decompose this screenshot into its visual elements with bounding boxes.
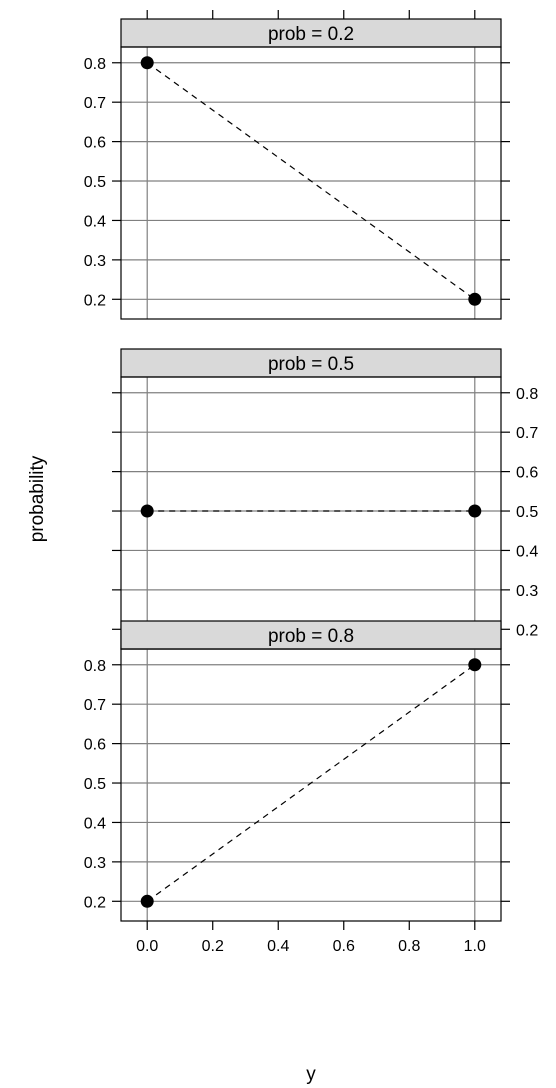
panel-border [120, 46, 502, 320]
panel-border [120, 376, 502, 650]
strip-label: prob = 0.8 [268, 626, 354, 647]
strip-label: prob = 0.5 [268, 354, 354, 375]
panel-2: prob = 0.5 0.2 0.3 0.4 0.5 0.6 0.7 0.8 [112, 348, 538, 650]
x-tick-label: 0.0 [136, 938, 158, 955]
x-axis-label: y [306, 1064, 316, 1085]
x-tick-label: 0.4 [267, 938, 289, 955]
y-tick-label: 0.3 [84, 855, 106, 872]
y-tick-label: 0.7 [516, 425, 538, 442]
data-point [468, 658, 482, 672]
data-point [140, 504, 154, 518]
panel-3: prob = 0.8 0.2 0.3 0.4 0.5 0.6 0.7 0.8 [84, 620, 510, 922]
data-point [468, 292, 482, 306]
y-tick-label: 0.8 [84, 658, 106, 675]
y-tick-label: 0.4 [516, 543, 538, 560]
series-line [146, 62, 476, 300]
y-tick-label: 0.7 [84, 95, 106, 112]
y-tick-label: 0.4 [84, 815, 106, 832]
x-tick-label: 0.6 [333, 938, 355, 955]
y-tick-label: 0.6 [516, 465, 538, 482]
strip-panel-3 [120, 620, 502, 650]
y-tick-label: 0.3 [516, 583, 538, 600]
x-tick-label: 1.0 [464, 938, 486, 955]
y-tick-label: 0.8 [84, 56, 106, 73]
y-tick-label: 0.2 [516, 622, 538, 639]
y-tick-label: 0.7 [84, 697, 106, 714]
y-axis-label: probability [27, 455, 48, 542]
strip-panel-1 [120, 18, 502, 48]
y-tick-label: 0.3 [84, 253, 106, 270]
y-tick-label: 0.2 [84, 292, 106, 309]
series-line [146, 664, 476, 902]
y-tick-label: 0.2 [84, 894, 106, 911]
y-tick-label: 0.4 [84, 213, 106, 230]
panel-border [120, 648, 502, 922]
y-tick-label: 0.5 [84, 174, 106, 191]
data-point [140, 56, 154, 70]
data-point [468, 504, 482, 518]
x-tick-label: 0.2 [202, 938, 224, 955]
y-tick-label: 0.6 [84, 135, 106, 152]
strip-label: prob = 0.2 [268, 24, 354, 45]
y-tick-label: 0.6 [84, 737, 106, 754]
y-tick-label: 0.5 [516, 504, 538, 521]
y-tick-label: 0.5 [84, 776, 106, 793]
strip-panel-2 [120, 348, 502, 378]
panel-1: prob = 0.2 0.2 0.3 0.4 0.5 0.6 0.7 0.8 [84, 18, 510, 320]
data-point [140, 894, 154, 908]
y-tick-label: 0.8 [516, 386, 538, 403]
x-axis: 0.0 0.2 0.4 0.6 0.8 1.0 [136, 10, 486, 955]
x-tick-label: 0.8 [398, 938, 420, 955]
